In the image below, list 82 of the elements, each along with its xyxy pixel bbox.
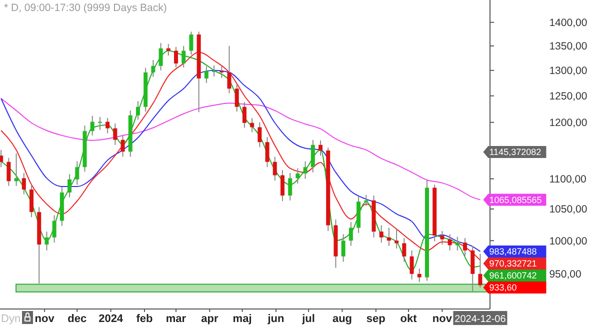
y-tick-label: 1350,00 bbox=[549, 40, 588, 53]
y-tick-label: 1400,00 bbox=[549, 16, 588, 29]
candlestick bbox=[455, 236, 460, 251]
candlestick bbox=[174, 46, 178, 68]
x-tick-label: mar bbox=[166, 313, 187, 325]
y-tick-label: 1100,00 bbox=[549, 173, 587, 186]
x-tick-label: nov bbox=[432, 313, 453, 325]
candlestick bbox=[280, 170, 284, 202]
x-tick-label: maj bbox=[232, 313, 252, 325]
candlestick bbox=[14, 152, 18, 186]
x-tick-label: okt bbox=[400, 313, 418, 325]
candlestick bbox=[448, 234, 452, 251]
candlestick bbox=[288, 172, 292, 201]
candlestick bbox=[379, 224, 384, 244]
data-label: 983,487488 bbox=[489, 246, 537, 257]
candlestick bbox=[68, 174, 72, 198]
candlestick bbox=[98, 116, 102, 130]
candlestick bbox=[386, 227, 391, 246]
y-tick-label: 1250,00 bbox=[549, 90, 588, 103]
x-tick-label: nov bbox=[34, 313, 56, 325]
candlestick bbox=[204, 66, 208, 84]
candlestick bbox=[341, 234, 346, 262]
candlestick bbox=[272, 156, 277, 182]
y-tick-label: 1300,00 bbox=[549, 65, 588, 78]
candlestick bbox=[182, 45, 186, 68]
candlestick bbox=[296, 168, 300, 184]
candlestick bbox=[470, 245, 475, 292]
x-tick-label: sep bbox=[366, 313, 386, 325]
y-tick-label: 1200,00 bbox=[549, 117, 588, 130]
data-label: 1065,085565 bbox=[489, 194, 542, 205]
annotation: 1145,372082 bbox=[489, 147, 542, 158]
candlestick bbox=[318, 140, 323, 156]
candlestick bbox=[220, 66, 224, 78]
candlestick bbox=[227, 45, 232, 94]
candlestick bbox=[75, 160, 80, 186]
candlestick bbox=[250, 118, 254, 133]
candlestick bbox=[30, 184, 34, 218]
x-tick-label: dec bbox=[68, 313, 87, 325]
candlestick bbox=[158, 42, 163, 71]
candlestick bbox=[136, 100, 140, 120]
x-tick-label: jun bbox=[266, 313, 284, 325]
candlestick bbox=[106, 118, 110, 134]
candlestick bbox=[417, 268, 422, 283]
candlestick bbox=[52, 214, 56, 244]
candlestick bbox=[303, 160, 308, 180]
y-tick-label: 1000,00 bbox=[549, 235, 588, 248]
candlestick bbox=[151, 60, 156, 78]
candlestick bbox=[0, 149, 4, 168]
candlestick bbox=[242, 102, 246, 128]
annotation: 933,60 bbox=[489, 282, 517, 293]
candlestick bbox=[113, 122, 118, 146]
candlestick bbox=[310, 139, 315, 173]
x-tick-label: 2024 bbox=[98, 313, 124, 325]
candlestick bbox=[402, 238, 406, 262]
candlestick bbox=[348, 222, 353, 246]
data-label: 970,332721 bbox=[489, 258, 537, 269]
candlestick bbox=[6, 157, 11, 186]
chart-title: * D, 09:00-17:30 (9999 Days Back) bbox=[4, 2, 167, 14]
x-tick-label: aug bbox=[332, 313, 352, 325]
candlestick bbox=[212, 64, 216, 77]
y-tick-label: 950,00 bbox=[549, 268, 582, 281]
candlestick bbox=[90, 115, 94, 136]
candlestick bbox=[234, 84, 239, 112]
candlestick bbox=[189, 31, 194, 56]
candlestick bbox=[265, 136, 270, 168]
candlestick bbox=[478, 253, 482, 288]
y-tick-label: 1050,00 bbox=[549, 204, 588, 216]
data-label: 961,600742 bbox=[489, 270, 537, 281]
candlestick bbox=[410, 250, 414, 280]
candlestick bbox=[463, 238, 468, 256]
x-tick-label: jul bbox=[301, 313, 315, 325]
line-series bbox=[0, 98, 481, 200]
candlestick bbox=[440, 230, 444, 246]
candlestick bbox=[120, 134, 125, 158]
candlestick bbox=[44, 231, 49, 251]
candlestick bbox=[258, 122, 262, 148]
candlestick bbox=[22, 172, 26, 195]
text: Dyn bbox=[1, 313, 21, 325]
x-tick-label: 2024-12-06 bbox=[454, 314, 506, 325]
x-tick-label: apr bbox=[201, 313, 219, 325]
x-tick-label: feb bbox=[136, 313, 154, 325]
candlestick bbox=[394, 228, 399, 249]
